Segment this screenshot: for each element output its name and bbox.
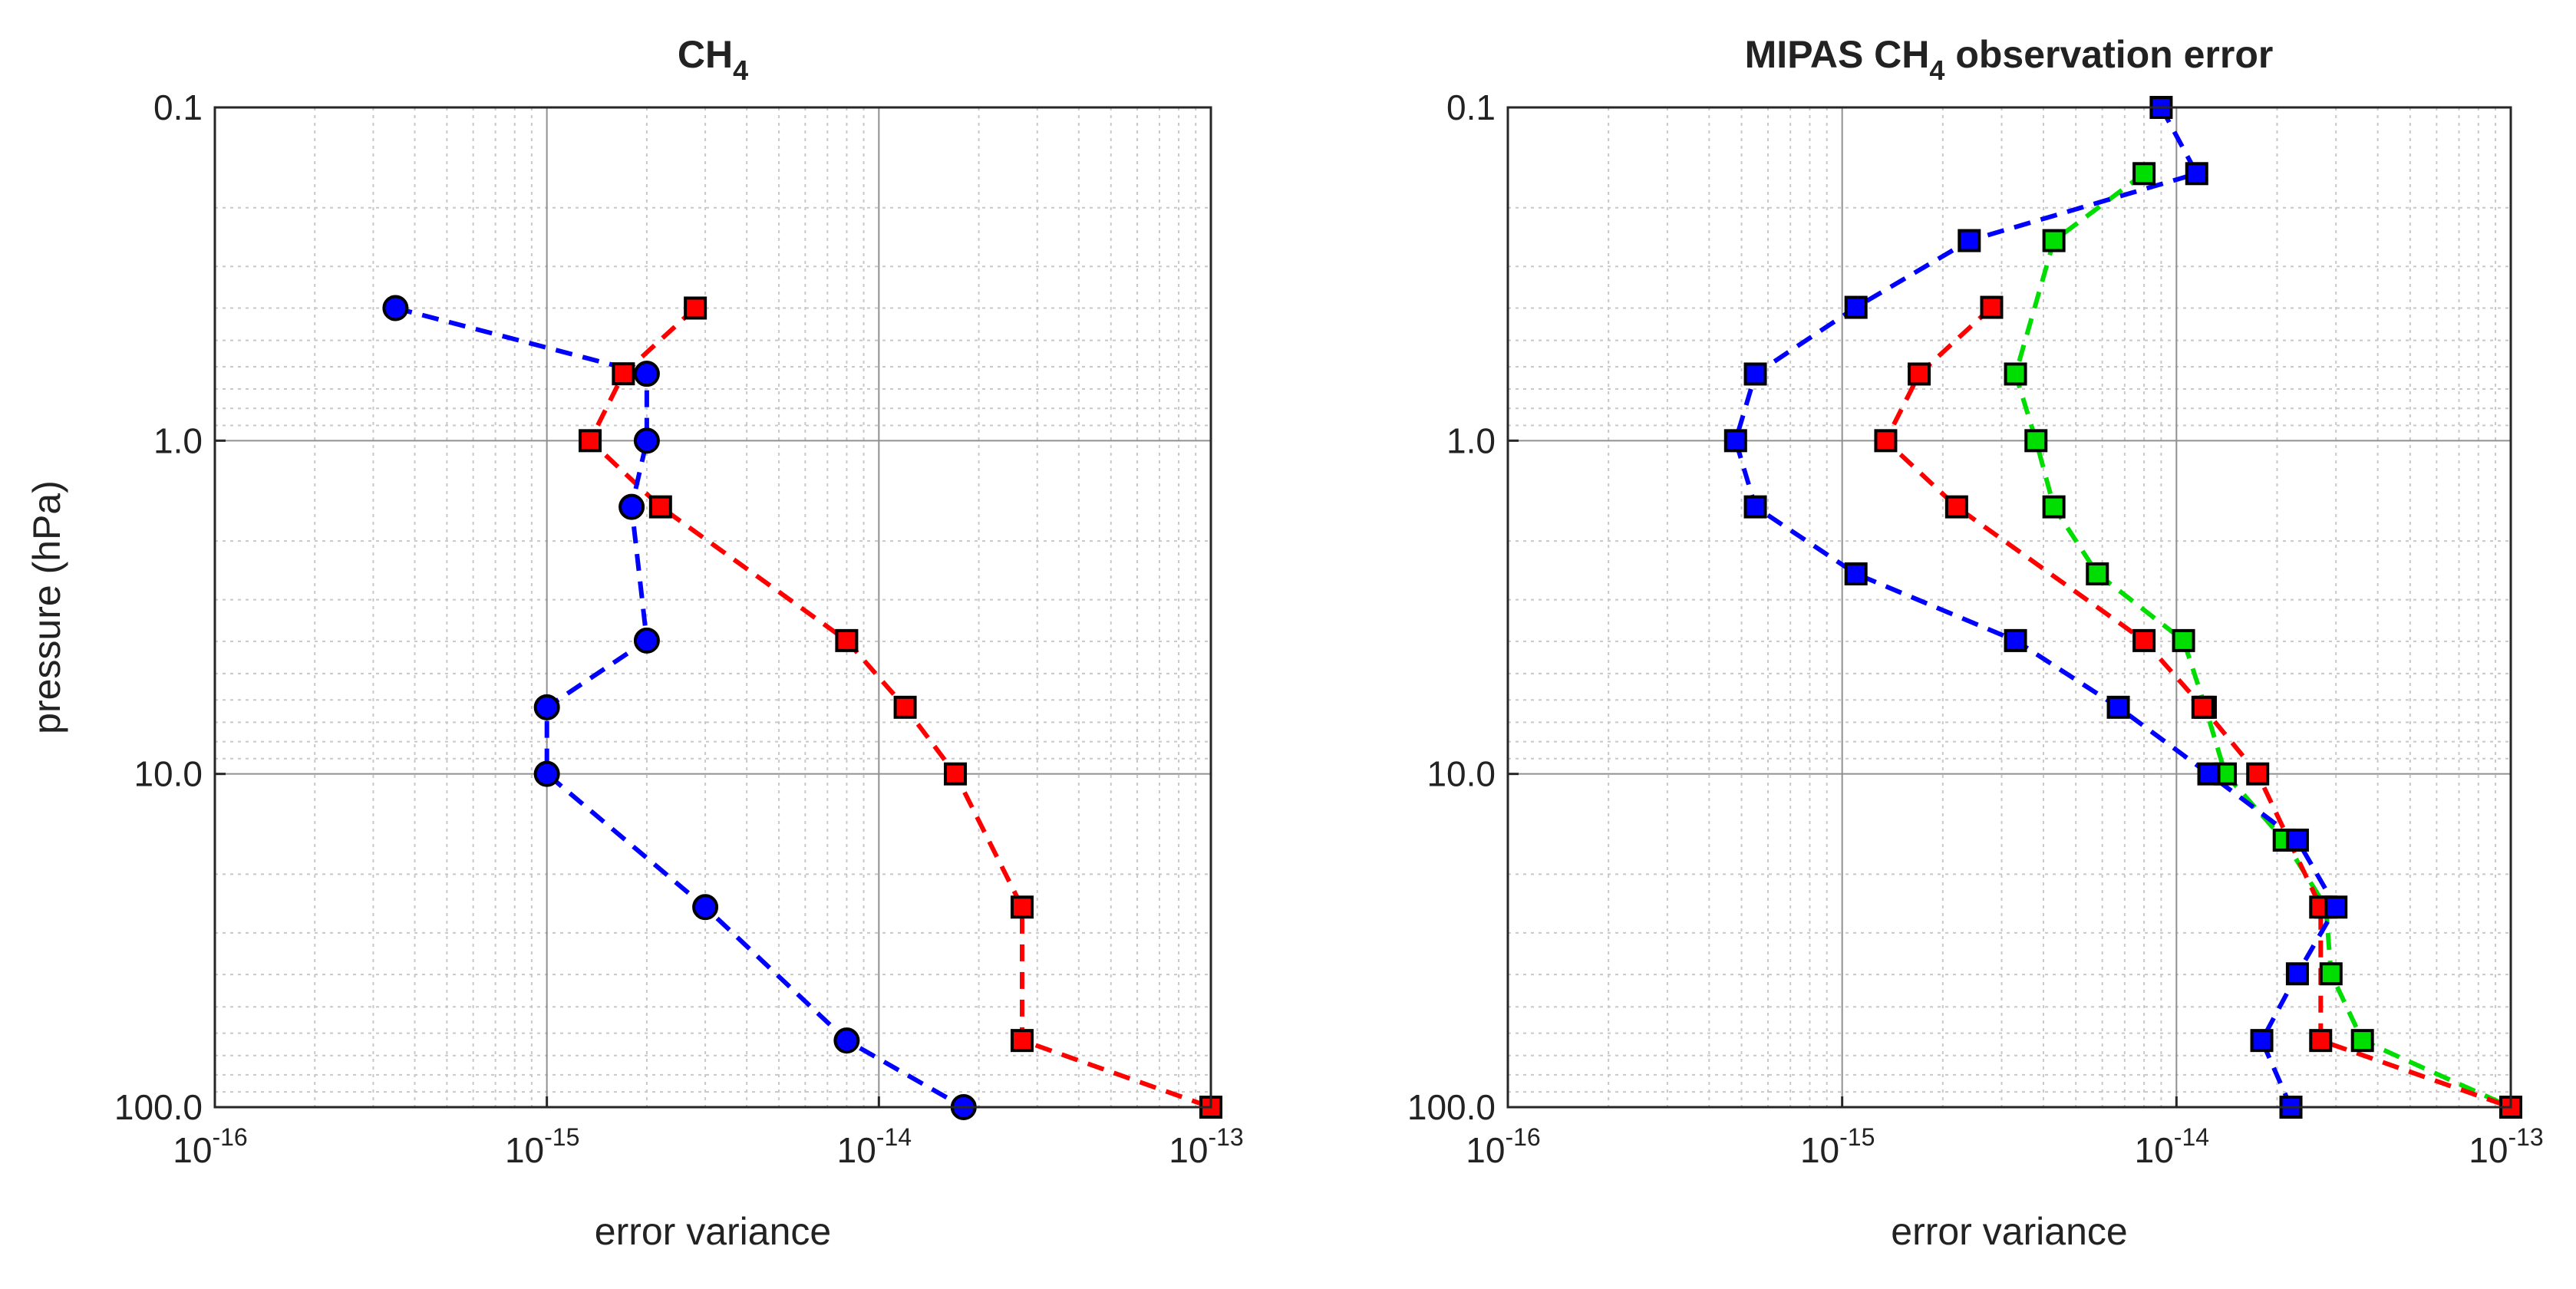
data-point: [648, 495, 672, 519]
data-point: [2197, 762, 2221, 786]
chart-mipas-ch4-observation-error: 10-16 10-15 10-14 10-13 0.1 1.0 10.0 100.0 MIPAS…: [1407, 33, 2544, 1253]
data-point: [1844, 562, 1868, 585]
data-point: [2004, 628, 2027, 652]
data-point: [2132, 628, 2156, 652]
data-point: [2004, 362, 2027, 386]
data-point: [1743, 362, 1767, 386]
data-point: [2086, 562, 2109, 585]
y-tick-label: 1.0: [153, 420, 203, 460]
x-tick-label: 10-14: [837, 1123, 912, 1170]
chart-ch4-error-variance: 10-16 10-15 10-14 10-13 0.1 1.0 10.0 100.0 CH4 er…: [25, 33, 1244, 1253]
data-point: [633, 627, 660, 654]
data-point: [1908, 362, 1931, 386]
x-tick-label: 10-15: [1800, 1123, 1875, 1170]
y-tick-label: 10.0: [1427, 754, 1496, 794]
data-point: [382, 295, 409, 321]
data-point: [579, 429, 602, 453]
x-tick-label: 10-13: [2469, 1123, 2543, 1170]
y-axis-label: pressure (hPa): [25, 480, 68, 734]
plot-area: [1508, 107, 2511, 1107]
series-line-1: [394, 305, 965, 1109]
data-point: [2185, 162, 2208, 186]
data-point: [618, 493, 645, 520]
data-point: [2132, 162, 2156, 186]
data-point: [1874, 429, 1898, 453]
data-point: [893, 695, 917, 719]
data-point: [2042, 229, 2066, 252]
chart-title: CH4: [678, 33, 748, 86]
y-tick-label: 100.0: [1407, 1087, 1496, 1127]
x-tick-label: 10-16: [173, 1123, 247, 1170]
data-point: [2172, 628, 2195, 652]
data-point: [833, 1027, 860, 1054]
y-tick-label: 0.1: [153, 87, 203, 127]
x-tick-label: 10-15: [505, 1123, 579, 1170]
y-tick-label: 10.0: [134, 754, 203, 794]
data-point: [2324, 895, 2348, 919]
data-point: [1010, 1029, 1034, 1053]
data-point: [944, 762, 968, 786]
grid: [214, 107, 1212, 1108]
data-point: [612, 362, 635, 386]
data-point: [1944, 495, 1968, 519]
data-point: [2024, 429, 2048, 453]
data-point: [1723, 429, 1747, 453]
data-point: [835, 628, 859, 652]
data-point: [692, 894, 719, 921]
data-point: [1010, 895, 1034, 919]
y-tick-label: 0.1: [1446, 87, 1496, 127]
data-point: [633, 361, 660, 387]
data-point: [2191, 695, 2215, 719]
data-point: [2042, 495, 2066, 519]
chart-title: MIPAS CH4 observation error: [1745, 33, 2274, 86]
series-markers-1: [1874, 295, 2522, 1119]
data-point: [2309, 1029, 2333, 1053]
data-point: [533, 760, 560, 787]
data-point: [1980, 295, 2004, 319]
series-markers-1: [382, 295, 977, 1120]
x-axis-label: error variance: [1891, 1210, 2127, 1253]
data-point: [1958, 229, 1981, 252]
data-point: [1844, 295, 1868, 319]
y-tick-label: 100.0: [114, 1087, 203, 1127]
series-markers-0: [579, 296, 1222, 1119]
y-tick-label: 1.0: [1446, 420, 1496, 460]
data-point: [2350, 1029, 2374, 1053]
data-point: [1743, 495, 1767, 519]
data-point: [2285, 828, 2309, 852]
data-point: [2106, 695, 2130, 719]
x-tick-label: 10-14: [2135, 1123, 2209, 1170]
series-line-0: [588, 306, 1212, 1109]
data-point: [533, 694, 560, 720]
data-point: [2319, 962, 2343, 986]
data-point: [633, 427, 660, 454]
x-axis-label: error variance: [595, 1210, 831, 1253]
x-tick-label: 10-13: [1169, 1123, 1243, 1170]
data-point: [684, 296, 707, 320]
plot-area: [215, 107, 1211, 1107]
axes-frame: [213, 106, 1212, 1109]
axes-frame: [1506, 106, 2512, 1109]
x-tick-label: 10-16: [1466, 1123, 1540, 1170]
data-point: [2246, 762, 2270, 786]
data-point: [2250, 1029, 2274, 1053]
data-point: [2285, 962, 2309, 986]
